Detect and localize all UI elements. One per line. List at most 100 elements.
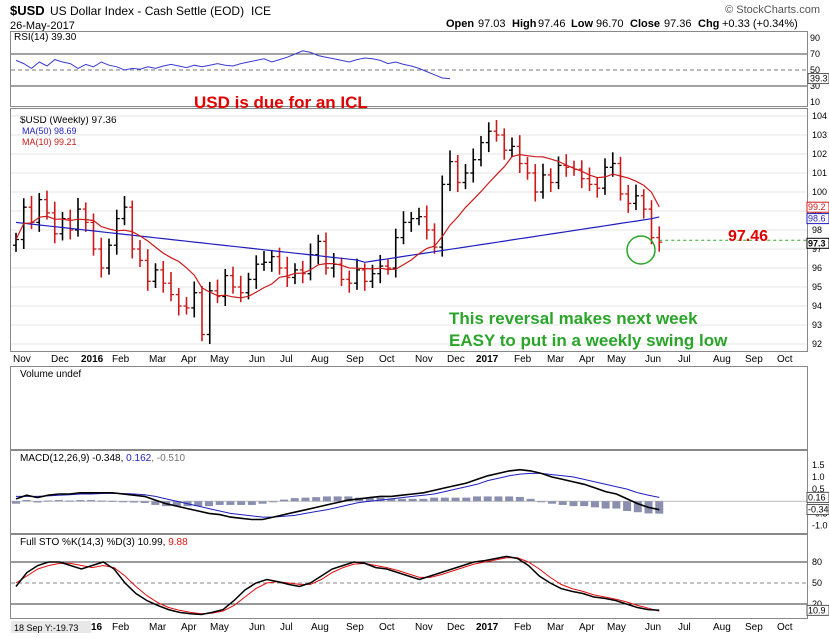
ohlc-bar [168, 271, 174, 302]
price-tick-label: 97 [812, 244, 822, 254]
stoch-panel-frame [10, 534, 808, 619]
macd-hist-bar [119, 501, 128, 503]
ohlc-bar [509, 137, 515, 157]
stoch-x-label: 2017 [476, 622, 499, 633]
ohlc-bar [51, 201, 58, 244]
price-tick-label: 100 [812, 187, 827, 197]
price-tick-label: 93 [812, 320, 822, 330]
price-x-label: Sep [745, 354, 763, 365]
ohlc-bar [470, 148, 477, 183]
macd-hist-bar [333, 496, 342, 502]
macd-hist-bar [537, 501, 546, 503]
stoch-x-label: Dec [447, 622, 465, 633]
price-x-label: May [607, 354, 626, 365]
ohlc-bar [323, 232, 329, 275]
macd-hist-bar [76, 500, 85, 502]
stoch-x-label: May [210, 622, 229, 633]
price-x-label: Nov [415, 354, 433, 365]
stoch-x-label: Feb [112, 622, 130, 633]
ohlc-bar [113, 209, 120, 255]
macd-hist-bar [365, 497, 374, 502]
price-legend-ma10: MA(10) 99.21 [22, 137, 77, 147]
macd-hist-bar [54, 500, 63, 502]
ohlc-bar [439, 175, 446, 257]
ohlc-bar [144, 249, 151, 291]
price-tick-label: 103 [812, 130, 827, 140]
stoch-k-line [15, 555, 660, 616]
price-last-label: 98.6 [808, 214, 826, 224]
ohlc-bar [462, 164, 469, 190]
chg-label: Chg [698, 18, 719, 30]
volume-panel-frame [10, 366, 808, 450]
macd-hist-bar [419, 498, 428, 502]
macd-tick-label: 0.5 [812, 484, 825, 494]
macd-hist-bar [451, 497, 460, 502]
rsi-tick-label: 50 [810, 65, 820, 75]
ohlc-bar [493, 119, 500, 142]
ohlc-bar [245, 272, 252, 300]
stoch-tick-label: 80 [812, 557, 822, 567]
chg-value: +0.33 (+0.34%) [722, 18, 798, 30]
ohlc-bar [586, 167, 593, 192]
macd-hist-bar [129, 501, 138, 503]
macd-hist-bar [12, 501, 20, 504]
macd-hist-bar [151, 501, 160, 505]
stoch-d-line [15, 557, 660, 615]
macd-hist-bar [472, 496, 481, 502]
ohlc-bar [625, 184, 632, 213]
macd-hist-bar [387, 498, 396, 502]
reference-line-label: 97.46 [728, 228, 768, 245]
macd-hist-bar [237, 501, 246, 505]
macd-hist-bar [44, 500, 53, 502]
annotation-reversal-2: EASY to put in a weekly swing low [449, 331, 728, 350]
price-tick-label: 96 [812, 263, 822, 273]
stoch-tick-label: 20 [812, 599, 822, 609]
macd-last-box [806, 491, 829, 503]
stoch-x-label: Jun [645, 622, 661, 633]
ohlc-bar [478, 135, 484, 167]
stoch-x-label: Jul [678, 622, 691, 633]
stoch-x-label: Nov [415, 622, 433, 633]
stoch-x-label: Jun [249, 622, 265, 633]
ohlc-bar [268, 249, 275, 272]
rsi-last-box [807, 73, 829, 85]
macd-hist-bar [515, 496, 524, 502]
ohlc-bar [532, 164, 539, 202]
price-x-label: Jun [645, 354, 661, 365]
price-x-label: 2017 [476, 354, 499, 365]
ohlc-bar [408, 211, 415, 232]
price-x-label: 2016 [81, 354, 104, 365]
high-value: 97.46 [538, 18, 566, 30]
stoch-title: Full STO %K(14,3) %D(3) 10.99, 9.88 [20, 537, 188, 548]
exchange: ICE [251, 4, 271, 18]
price-last-box [806, 213, 829, 225]
price-tick-label: 95 [812, 282, 822, 292]
ohlc-bar [106, 238, 112, 275]
ohlc-bar [315, 234, 322, 265]
chart-header: $USD US Dollar Index - Cash Settle (EOD)… [10, 3, 820, 32]
ohlc-bar [230, 266, 236, 294]
stoch-x-label: Aug [713, 622, 731, 633]
ohlc-bar [385, 259, 391, 275]
price-tick-label: 98 [812, 225, 822, 235]
rsi-title: RSI(14) 39.30 [14, 32, 77, 43]
ohlc-bar [129, 200, 136, 259]
stoch-tick-label: 50 [812, 578, 822, 588]
stoch-x-label: Jul [280, 622, 293, 633]
price-tick-label: 94 [812, 301, 822, 311]
ohlc-bar [431, 223, 438, 254]
macd-hist-bar [87, 500, 96, 502]
ohlc-bar [160, 260, 167, 293]
price-x-label: Jul [280, 354, 293, 365]
price-tick-label: 92 [812, 339, 822, 349]
ohlc-bar [540, 163, 546, 199]
ohlc-bar [284, 256, 291, 287]
macd-title-signal: 0.162 [126, 453, 151, 464]
macd-hist-bar [204, 501, 213, 507]
stoch-title-prefix: Full STO %K(14,3) %D(3) 10.99, [20, 537, 168, 548]
security-name: US Dollar Index - Cash Settle (EOD) [50, 4, 244, 18]
price-tick-label: 102 [812, 149, 827, 159]
ohlc-bar [75, 197, 81, 237]
macd-hist-bar [601, 501, 610, 509]
